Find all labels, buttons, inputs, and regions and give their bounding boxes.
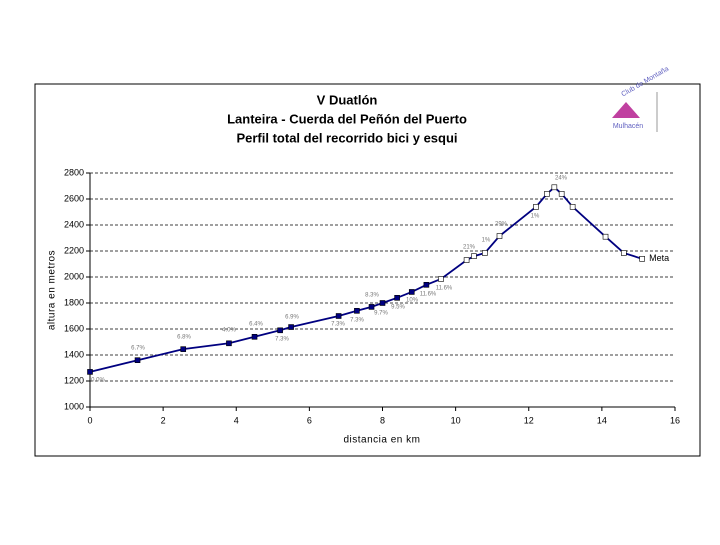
x-axis-label: distancia en km — [344, 435, 421, 446]
marker — [423, 281, 430, 288]
marker — [551, 184, 558, 191]
marker — [180, 346, 187, 352]
annotation: 9.5% — [391, 305, 405, 311]
annotation: 11.6% — [420, 292, 437, 298]
y-tick-label: 2600 — [64, 193, 84, 203]
marker — [251, 333, 258, 340]
logo-text: Mulhacén — [613, 123, 643, 130]
y-tick-label: 2800 — [64, 167, 84, 177]
y-tick-label: 1200 — [64, 375, 84, 385]
x-tick-label: 2 — [161, 415, 166, 425]
marker — [368, 304, 375, 310]
marker — [277, 327, 283, 334]
end-label: Meta — [649, 253, 669, 263]
x-tick-label: 12 — [524, 415, 534, 425]
y-tick-label: 2400 — [64, 219, 84, 229]
annotation: 21% — [463, 245, 476, 251]
y-tick-label: 1800 — [64, 297, 84, 307]
marker — [226, 340, 232, 347]
marker — [288, 324, 294, 330]
annotation: 1% — [482, 238, 491, 244]
annotation: 4.0% — [222, 328, 236, 334]
marker — [621, 250, 627, 256]
annotation: 7.3% — [350, 318, 364, 324]
marker — [533, 204, 539, 210]
marker — [544, 191, 550, 197]
x-tick-label: 10 — [451, 415, 461, 425]
annotation: 11.6% — [436, 286, 453, 292]
marker — [602, 233, 609, 240]
x-tick-label: 16 — [670, 415, 680, 425]
chart-subtitle: Perfil total del recorrido bici y esqui — [236, 130, 457, 145]
annotation: 6.4% — [249, 322, 263, 328]
y-tick-label: 1400 — [64, 349, 84, 359]
marker — [379, 300, 386, 306]
marker — [639, 255, 645, 262]
marker — [134, 357, 141, 364]
marker — [558, 191, 565, 197]
logo-mountain — [612, 102, 640, 118]
marker — [496, 233, 503, 239]
annotation: 1% — [531, 214, 540, 220]
x-tick-label: 8 — [380, 415, 385, 425]
annotation: 10% — [406, 298, 419, 304]
y-tick-label: 2000 — [64, 271, 84, 281]
annotation: 8.3% — [365, 293, 379, 299]
annotation: 9.7% — [374, 311, 388, 317]
annotation: 24% — [555, 176, 568, 182]
marker — [463, 257, 470, 263]
marker — [471, 253, 477, 259]
marker — [408, 289, 415, 295]
y-axis-label: altura en metros — [47, 250, 58, 330]
x-tick-label: 6 — [307, 415, 312, 425]
y-tick-label: 1000 — [64, 401, 84, 411]
marker — [394, 294, 400, 301]
marker — [87, 369, 93, 375]
plot-area — [90, 173, 675, 407]
x-tick-label: 4 — [234, 415, 239, 425]
annotation: 7.3% — [331, 322, 345, 328]
y-tick-label: 2200 — [64, 245, 84, 255]
annotation: 29% — [495, 222, 508, 228]
x-tick-label: 14 — [597, 415, 607, 425]
x-tick-label: 0 — [87, 415, 92, 425]
annotation: 6.8% — [177, 335, 191, 341]
annotation: 6.7% — [131, 346, 145, 352]
marker — [438, 276, 444, 282]
annotation: 0.0% — [91, 378, 105, 384]
marker — [569, 204, 576, 210]
chart-title: V Duatlón — [317, 92, 378, 107]
annotation: 7.3% — [275, 337, 289, 343]
marker — [354, 307, 360, 314]
chart-subtitle: Lanteira - Cuerda del Peñón del Puerto — [227, 111, 467, 126]
y-tick-label: 1600 — [64, 323, 84, 333]
marker — [482, 250, 488, 256]
marker — [335, 313, 342, 319]
annotation: 6.9% — [285, 315, 299, 321]
